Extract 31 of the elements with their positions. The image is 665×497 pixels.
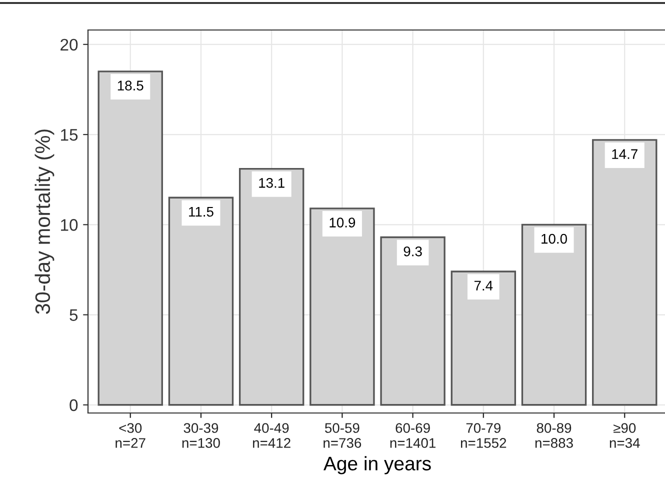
data-label: 14.7: [612, 149, 638, 159]
y-axis-title: 30-day mortality (%): [34, 130, 54, 314]
x-tick-label: ≥90 n=34: [610, 423, 640, 448]
bar: [521, 224, 587, 406]
data-label: 10.0: [542, 234, 567, 244]
x-tick-label: 60-69 n=1401: [390, 423, 436, 448]
data-label: 7.4: [474, 280, 493, 290]
data-label: 13.1: [259, 178, 284, 188]
data-label: 10.9: [330, 218, 356, 228]
bar: [168, 196, 234, 406]
bar: [310, 208, 375, 406]
x-tick-label: <30 n=27: [116, 423, 146, 448]
bar: [98, 70, 163, 406]
y-tick-label: 10: [61, 219, 78, 231]
y-tick-label: 20: [60, 38, 78, 51]
x-axis-title: Age in years: [324, 456, 431, 474]
bar: [592, 139, 658, 406]
bar: [380, 236, 446, 406]
x-tick-label: 30-39 n=130: [182, 423, 220, 448]
bar: [238, 168, 304, 406]
y-tick-label: 15: [61, 129, 78, 141]
y-tick-label: 0: [70, 399, 78, 412]
data-label: 9.3: [404, 246, 422, 256]
x-tick-label: 80-89 n=883: [535, 423, 573, 448]
x-tick-label: 40-49 n=412: [253, 423, 290, 448]
data-label: 11.5: [189, 206, 214, 217]
data-label: 18.5: [118, 80, 144, 90]
x-tick-label: 70-79 n=1552: [460, 423, 506, 448]
y-tick-label: 5: [70, 309, 78, 321]
bar: [450, 270, 516, 406]
x-tick-label: 50-59 n=736: [324, 423, 362, 448]
